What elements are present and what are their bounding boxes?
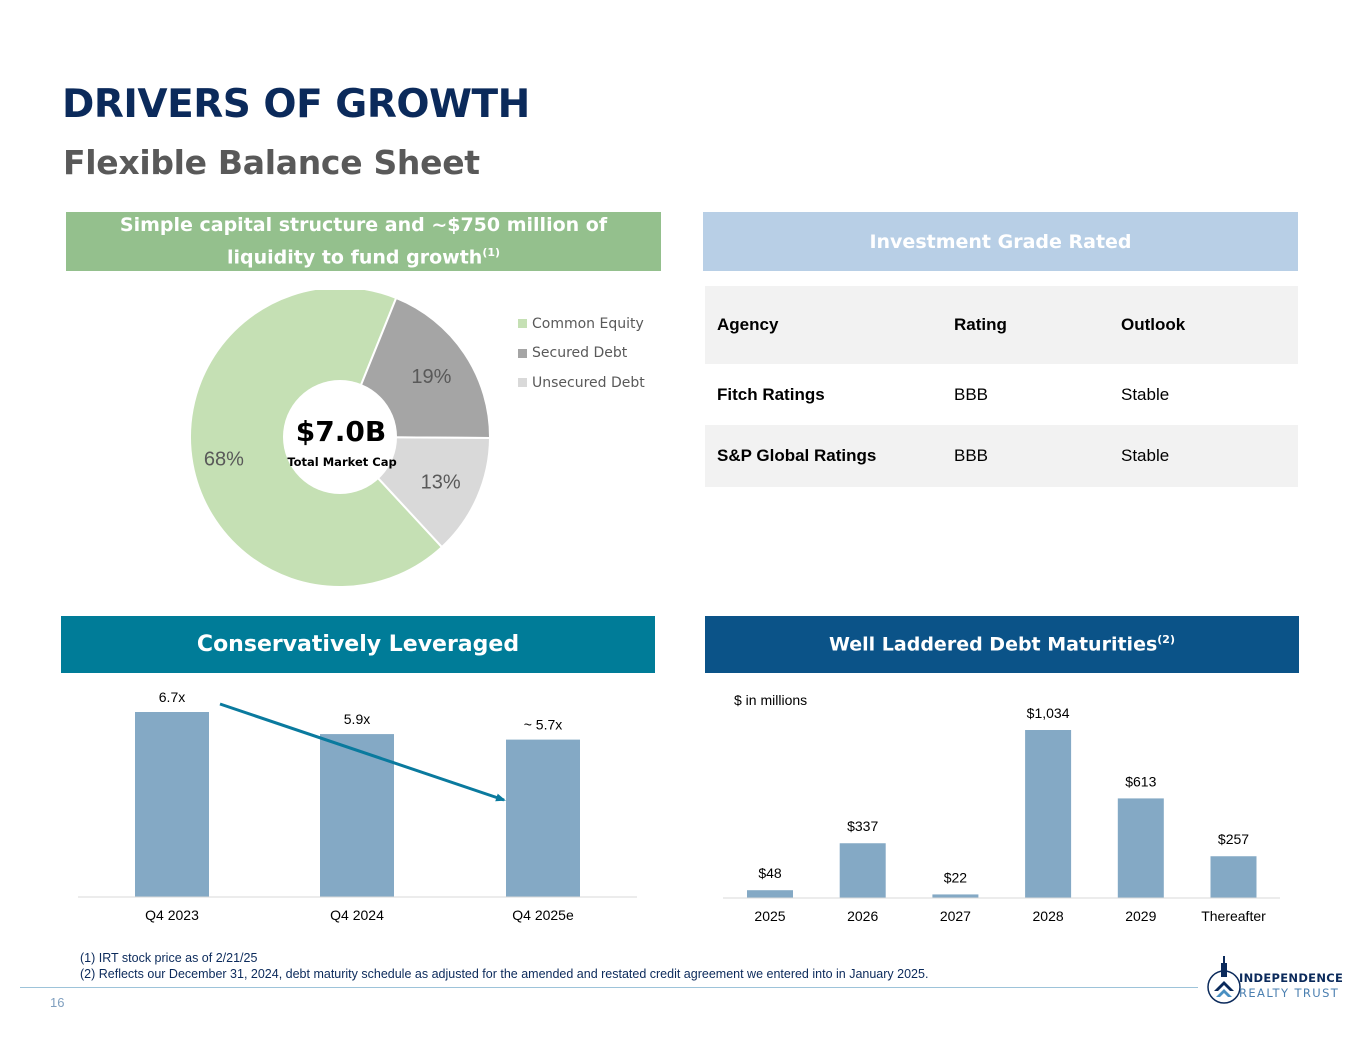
pie-center-hole	[283, 380, 397, 494]
footer-divider	[20, 987, 1198, 988]
maturities-banner: Well Laddered Debt Maturities(2)	[705, 616, 1299, 673]
page-subtitle: Flexible Balance Sheet	[63, 143, 480, 182]
legend-item-secured-debt: Secured Debt	[518, 339, 645, 369]
page-number: 16	[50, 995, 65, 1010]
x-tick-label: Q4 2024	[330, 907, 384, 923]
capital-banner-footnote: (1)	[482, 245, 501, 259]
x-tick-label: 2025	[754, 908, 785, 924]
bar-data-label: $257	[1218, 831, 1249, 847]
legend-swatch	[518, 348, 527, 358]
x-tick-label: 2028	[1033, 908, 1064, 924]
header-agency: Agency	[717, 315, 779, 334]
leverage-banner: Conservatively Leveraged	[61, 616, 655, 673]
rating-cell: BBB	[954, 446, 989, 465]
maturities-unit-note: $ in millions	[734, 692, 808, 708]
header-outlook: Outlook	[1121, 315, 1186, 334]
table-row: S&P Global Ratings BBB Stable	[705, 425, 1298, 487]
x-tick-label: 2029	[1125, 908, 1156, 924]
capital-structure-banner: Simple capital structure and ~$750 milli…	[66, 212, 661, 271]
maturities-bar-chart: $48 2025 $337 2026 $22 2027 $1,034 2028 $613 2029…	[723, 705, 1280, 924]
leverage-bar	[506, 739, 580, 897]
maturity-bar	[1210, 856, 1257, 898]
table-row: Fitch Ratings BBB Stable	[705, 364, 1298, 425]
bar-data-label: 6.7x	[159, 689, 185, 705]
leverage-bar	[320, 734, 394, 897]
x-tick-label: Q4 2023	[145, 907, 199, 923]
bar-data-label: 5.9x	[344, 711, 370, 727]
x-tick-label: 2027	[940, 908, 971, 924]
legend-item-unsecured-debt: Unsecured Debt	[518, 368, 645, 398]
leverage-bar	[135, 712, 209, 897]
legend-label: Unsecured Debt	[532, 374, 645, 391]
maturities-banner-footnote: (2)	[1157, 633, 1175, 647]
logo-text-line1: INDEPENDENCE	[1239, 971, 1344, 985]
pie-legend: Common Equity Secured Debt Unsecured Deb…	[518, 309, 645, 398]
building-icon	[1207, 956, 1241, 1004]
agency-cell: Fitch Ratings	[717, 384, 825, 404]
bar-data-label: $22	[944, 869, 968, 885]
legend-swatch	[518, 319, 527, 329]
rating-cell: BBB	[954, 384, 989, 404]
investment-grade-banner: Investment Grade Rated	[703, 212, 1298, 271]
pie-data-label: 19%	[411, 366, 451, 388]
pie-data-label: 68%	[204, 448, 244, 470]
agency-cell: S&P Global Ratings	[717, 446, 877, 465]
bar-data-label: $48	[758, 865, 782, 881]
page-title: DRIVERS OF GROWTH	[62, 82, 530, 127]
pie-data-label: 13%	[421, 471, 461, 493]
footnote-2: (2) Reflects our December 31, 2024, debt…	[80, 967, 929, 981]
company-logo: INDEPENDENCE REALTY TRUST	[1206, 953, 1346, 1009]
maturity-bar	[1025, 730, 1072, 898]
maturity-bar	[747, 890, 793, 898]
maturity-bar	[932, 894, 979, 898]
leverage-banner-text: Conservatively Leveraged	[196, 632, 520, 657]
pie-center-value: $7.0B	[296, 415, 386, 448]
footnote-1: (1) IRT stock price as of 2/21/25	[80, 951, 258, 965]
investment-grade-banner-text: Investment Grade Rated	[869, 230, 1132, 253]
ratings-table: Agency Rating Outlook Fitch Ratings BBB …	[705, 286, 1298, 487]
bar-data-label: $337	[847, 818, 878, 834]
maturities-banner-text: Well Laddered Debt Maturities	[829, 633, 1158, 656]
legend-item-common-equity: Common Equity	[518, 309, 645, 339]
leverage-bar-chart: 6.7x Q4 2023 5.9x Q4 2024 ~ 5.7x Q4 2025e	[78, 689, 637, 923]
bar-data-label: $613	[1125, 773, 1156, 789]
capital-pie-chart: $7.0B Total Market Cap 68% 19% 13%	[189, 290, 492, 588]
x-tick-label: Q4 2025e	[512, 907, 574, 923]
outlook-cell: Stable	[1121, 446, 1170, 465]
legend-swatch	[518, 378, 527, 388]
maturity-bar	[839, 843, 886, 898]
bar-data-label: $1,034	[1027, 705, 1070, 721]
legend-label: Common Equity	[532, 315, 644, 332]
pie-center-label: Total Market Cap	[287, 455, 396, 469]
logo-text-line2: REALTY TRUST	[1239, 986, 1340, 1000]
bar-data-label: ~ 5.7x	[524, 717, 563, 733]
outlook-cell: Stable	[1121, 384, 1170, 404]
x-tick-label: 2026	[847, 908, 878, 924]
trend-arrow	[219, 702, 506, 802]
maturity-bar	[1117, 798, 1164, 898]
header-rating: Rating	[954, 315, 1007, 334]
x-tick-label: Thereafter	[1201, 908, 1266, 924]
capital-banner-text: Simple capital structure and ~$750 milli…	[119, 213, 608, 269]
legend-label: Secured Debt	[532, 345, 628, 362]
ratings-header-row: Agency Rating Outlook	[705, 286, 1298, 364]
